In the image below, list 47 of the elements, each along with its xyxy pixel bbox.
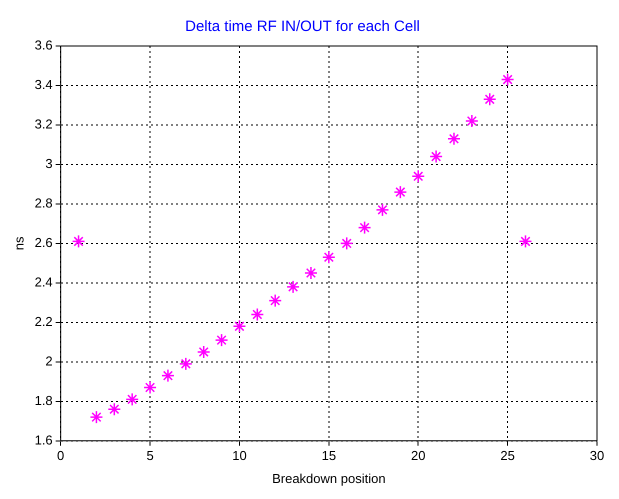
point bbox=[376, 203, 390, 217]
point bbox=[500, 72, 514, 86]
y-tick-label: 2 bbox=[45, 353, 53, 368]
point bbox=[447, 132, 461, 146]
y-tick-label: 3.4 bbox=[34, 77, 53, 92]
x-tick-label: 5 bbox=[146, 448, 154, 464]
y-tick-label: 2.4 bbox=[34, 274, 53, 290]
point bbox=[143, 380, 157, 394]
chart-title: Delta time RF IN/OUT for each Cell bbox=[185, 18, 420, 36]
point bbox=[125, 392, 139, 406]
y-tick-label: 2.6 bbox=[34, 234, 53, 250]
point bbox=[214, 333, 228, 347]
point bbox=[90, 410, 104, 424]
x-tick-label: 0 bbox=[57, 448, 64, 464]
y-tick-label: 2.2 bbox=[34, 314, 53, 329]
point bbox=[161, 368, 175, 382]
point bbox=[518, 234, 532, 248]
point bbox=[250, 308, 264, 322]
x-tick-label: 30 bbox=[590, 448, 604, 464]
point bbox=[394, 185, 408, 199]
x-tick-label: 25 bbox=[500, 448, 515, 464]
y-tick-label: 3.2 bbox=[34, 116, 53, 132]
point bbox=[72, 234, 86, 248]
y-tick-label: 3 bbox=[45, 156, 53, 172]
point bbox=[322, 250, 336, 264]
x-tick-label: 15 bbox=[322, 448, 336, 464]
y-tick-label: 3.6 bbox=[34, 38, 53, 53]
y-tick-label: 1.8 bbox=[34, 392, 53, 408]
y-axis-title: ns bbox=[11, 236, 26, 250]
x-tick-label: 20 bbox=[410, 448, 426, 464]
point bbox=[179, 357, 193, 371]
point bbox=[358, 220, 372, 234]
point bbox=[232, 320, 246, 334]
point bbox=[196, 345, 210, 359]
point bbox=[108, 402, 122, 416]
x-axis-title: Breakdown position bbox=[272, 470, 386, 486]
point bbox=[411, 170, 425, 184]
point bbox=[465, 114, 479, 128]
point bbox=[340, 236, 354, 250]
point bbox=[286, 280, 300, 294]
point bbox=[304, 266, 318, 280]
x-tick-label: 10 bbox=[232, 448, 247, 464]
y-tick-label: 2.8 bbox=[34, 196, 53, 210]
y-tick-label: 1.6 bbox=[34, 432, 53, 448]
point bbox=[268, 294, 282, 308]
point bbox=[482, 92, 496, 106]
point bbox=[429, 150, 443, 164]
